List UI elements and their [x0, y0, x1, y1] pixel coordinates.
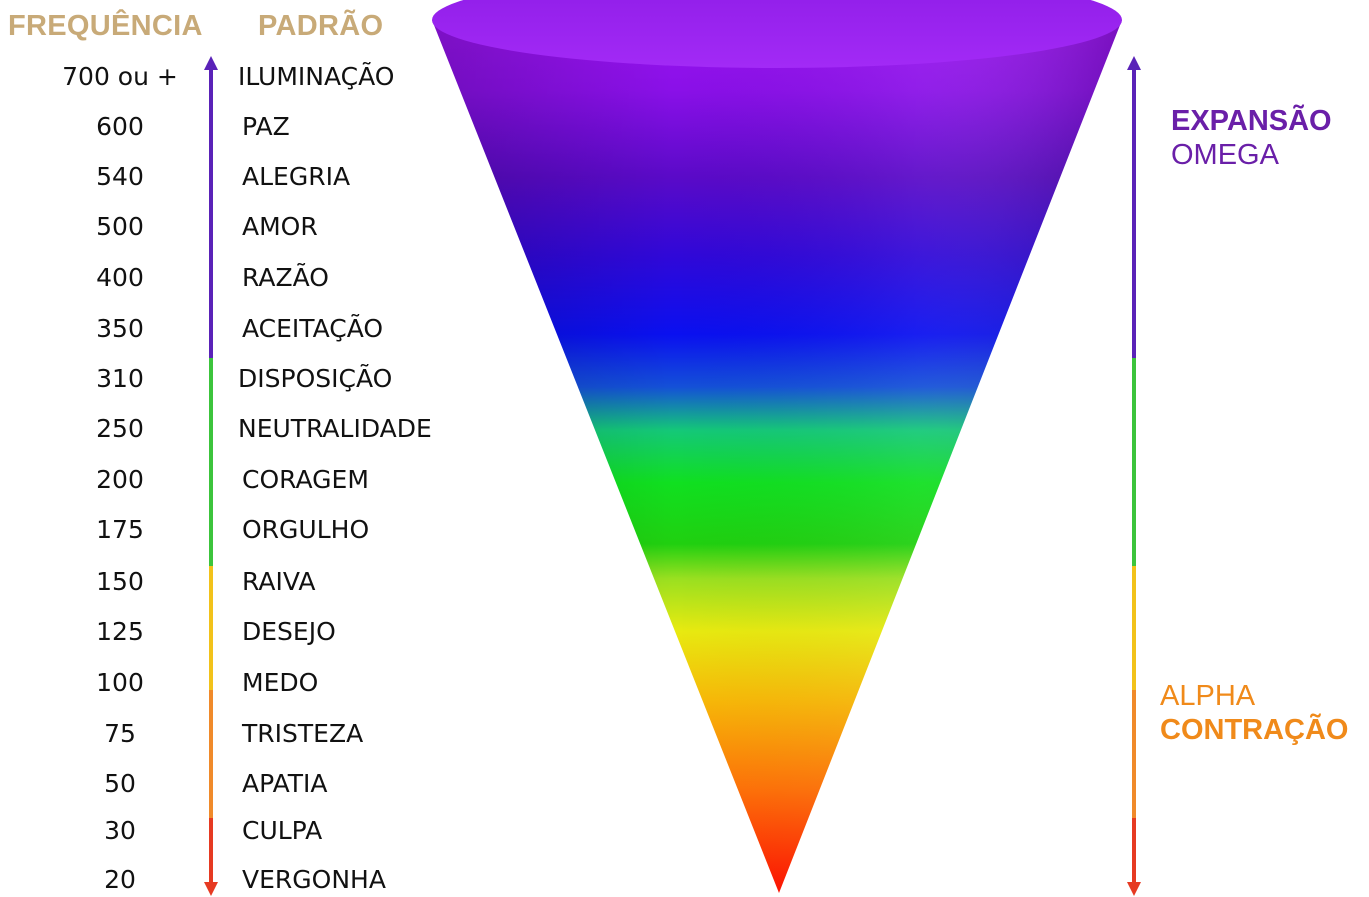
contraction-label: ALPHA CONTRAÇÃO — [1160, 679, 1349, 747]
pattern-label: DISPOSIÇÃO — [238, 364, 393, 393]
arrow-down-icon — [1127, 882, 1141, 896]
pattern-header: PADRÃO — [258, 10, 384, 42]
frequency-value: 50 — [104, 769, 136, 798]
frequency-value: 175 — [96, 515, 144, 544]
pattern-label: NEUTRALIDADE — [238, 414, 432, 443]
contraction-title: CONTRAÇÃO — [1160, 714, 1349, 746]
pattern-label: ILUMINAÇÃO — [238, 62, 395, 91]
left-axis-arrow — [204, 56, 218, 896]
pattern-label: RAIVA — [242, 567, 316, 596]
pattern-label: TRISTEZA — [242, 719, 364, 748]
cone-rim — [432, 0, 1122, 68]
right-axis-arrow — [1127, 56, 1141, 896]
expansion-title: EXPANSÃO — [1171, 105, 1332, 137]
frequency-value: 30 — [104, 816, 136, 845]
frequency-value: 200 — [96, 465, 144, 494]
pattern-label: RAZÃO — [242, 263, 329, 292]
arrow-up-icon — [204, 56, 218, 70]
pattern-label: APATIA — [242, 769, 328, 798]
arrow-down-icon — [204, 882, 218, 896]
frequency-value: 150 — [96, 567, 144, 596]
frequency-value: 125 — [96, 617, 144, 646]
frequency-value: 75 — [104, 719, 136, 748]
pattern-label: DESEJO — [242, 617, 336, 646]
omega-subtitle: OMEGA — [1171, 139, 1279, 171]
expansion-label: EXPANSÃO OMEGA — [1171, 104, 1332, 172]
arrow-up-icon — [1127, 56, 1141, 70]
pattern-label: PAZ — [242, 112, 290, 141]
frequency-value: 400 — [96, 263, 144, 292]
frequency-value: 100 — [96, 668, 144, 697]
cone — [432, 0, 1122, 893]
pattern-label: ALEGRIA — [242, 162, 351, 191]
frequency-value: 600 — [96, 112, 144, 141]
frequency-value: 350 — [96, 314, 144, 343]
pattern-label: CORAGEM — [242, 465, 369, 494]
pattern-label: MEDO — [242, 668, 319, 697]
frequency-value: 540 — [96, 162, 144, 191]
pattern-label: ORGULHO — [242, 515, 370, 544]
frequency-value: 310 — [96, 364, 144, 393]
frequency-value: 250 — [96, 414, 144, 443]
frequency-value: 500 — [96, 212, 144, 241]
pattern-label: VERGONHA — [242, 865, 386, 894]
alpha-subtitle: ALPHA — [1160, 680, 1256, 712]
pattern-label: AMOR — [242, 212, 318, 241]
frequency-value: 20 — [104, 865, 136, 894]
frequency-header: FREQUÊNCIA — [8, 10, 203, 42]
pattern-label: ACEITAÇÃO — [242, 314, 384, 343]
pattern-label: CULPA — [242, 816, 323, 845]
cone-shading — [432, 20, 1122, 893]
frequency-value: 700 ou + — [62, 62, 178, 91]
